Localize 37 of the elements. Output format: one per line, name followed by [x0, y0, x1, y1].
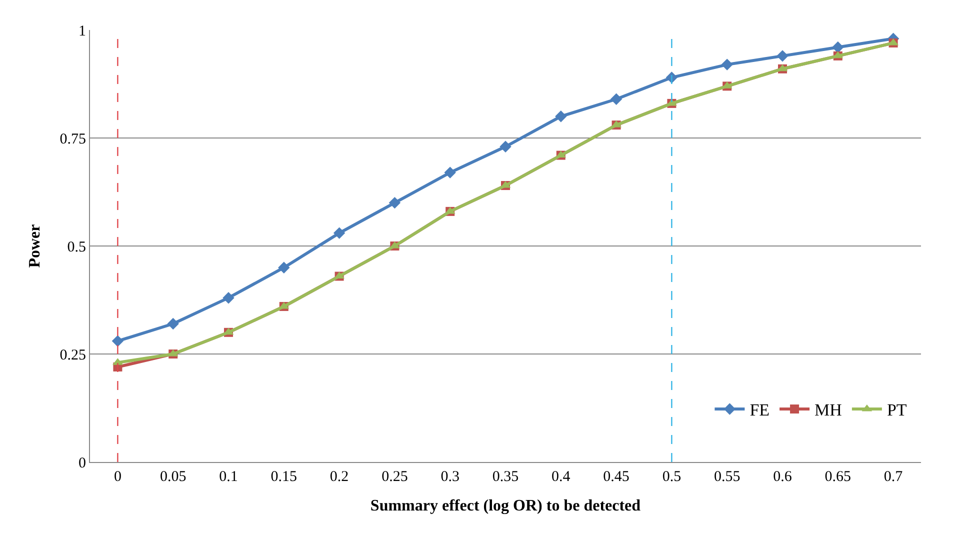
x-tick-label: 0.4: [552, 469, 571, 485]
x-tick-label: 0.05: [160, 469, 186, 485]
x-tick-label: 0.3: [440, 469, 460, 485]
x-tick-label: 0.45: [603, 469, 630, 485]
point: [222, 292, 234, 304]
legend-label: MH: [814, 400, 842, 420]
y-tick-label: 1: [78, 23, 86, 40]
point: [388, 196, 401, 209]
x-tick-label: 0.25: [382, 469, 408, 485]
point: [555, 110, 567, 122]
x-tick-label: 0.15: [270, 469, 298, 485]
y-tick-label: 0.25: [60, 347, 86, 364]
point: [500, 140, 512, 152]
x-tick-label: 0.6: [773, 469, 792, 485]
point: [333, 227, 346, 239]
x-tick-label: 0: [114, 469, 122, 485]
point: [444, 166, 456, 178]
y-tick-label: 0: [78, 455, 86, 472]
point: [112, 335, 124, 347]
point: [278, 262, 290, 274]
point: [721, 58, 733, 70]
legend-label: PT: [886, 400, 908, 420]
x-tick-label: 0.2: [330, 469, 349, 485]
x-tick-label: 0.7: [884, 469, 904, 485]
point: [776, 50, 788, 62]
x-tick-label: 0.65: [824, 469, 852, 485]
x-axis-title: Summary effect (log OR) to be detected: [370, 498, 641, 515]
x-tick-label: 0.5: [662, 469, 682, 485]
y-axis-title: Power: [26, 224, 44, 268]
x-tick-label: 0.55: [714, 469, 740, 485]
legend-label: FE: [750, 400, 770, 420]
y-tick-label: 0.5: [67, 239, 86, 256]
point: [167, 318, 179, 330]
point: [610, 93, 622, 105]
x-tick-label: 0.1: [219, 469, 238, 485]
x-tick-label: 0.35: [492, 469, 519, 485]
y-tick-label: 0.75: [60, 131, 86, 148]
